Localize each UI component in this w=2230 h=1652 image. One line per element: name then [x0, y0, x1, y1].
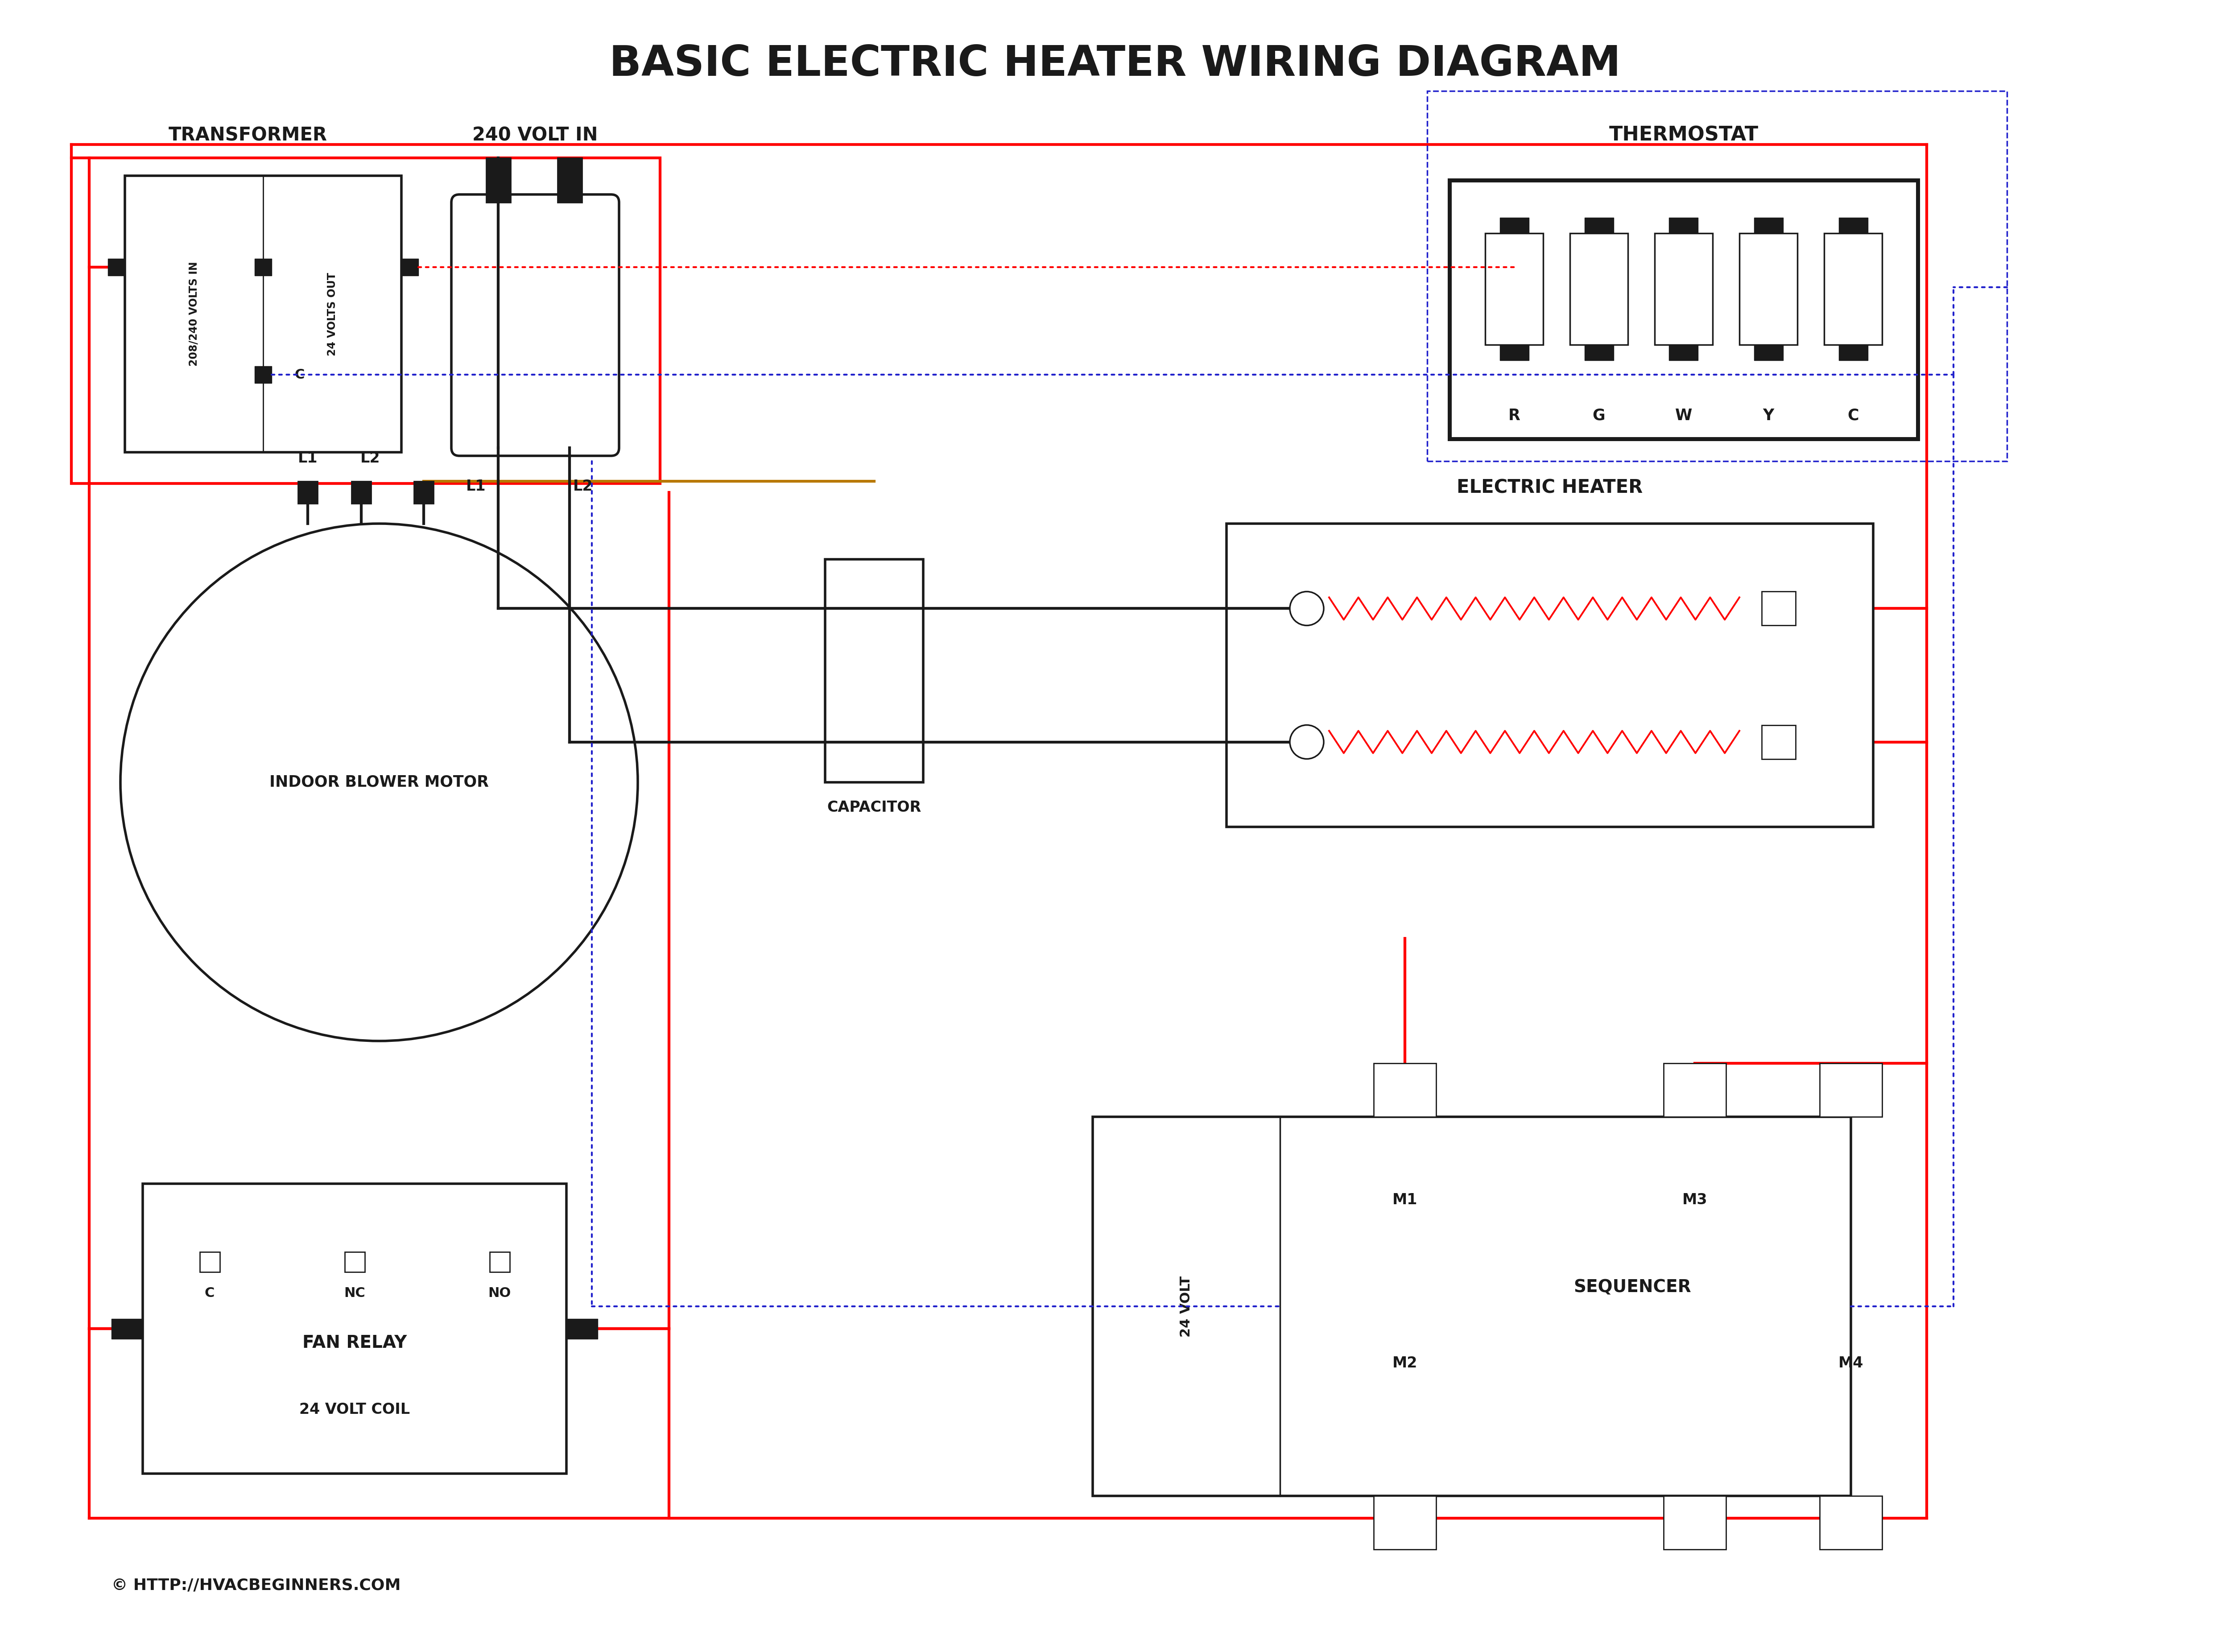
Text: FAN RELAY: FAN RELAY	[303, 1335, 406, 1351]
Text: SEQUENCER: SEQUENCER	[1574, 1279, 1690, 1295]
Bar	[1499, 218, 1530, 233]
Bar	[201, 1252, 221, 1272]
Text: 24 VOLTS OUT: 24 VOLTS OUT	[328, 273, 337, 355]
Bar	[1762, 591, 1795, 626]
Bar	[1739, 233, 1797, 345]
Circle shape	[1289, 591, 1325, 626]
Text: 208/240 VOLTS IN: 208/240 VOLTS IN	[190, 261, 198, 367]
Bar	[1583, 345, 1615, 360]
Bar	[254, 367, 272, 383]
Text: C: C	[294, 368, 303, 382]
Bar	[71, 159, 660, 484]
Bar	[486, 159, 511, 203]
Text: 24 VOLT COIL: 24 VOLT COIL	[299, 1403, 410, 1417]
Text: ELECTRIC HEATER: ELECTRIC HEATER	[1456, 477, 1644, 497]
FancyBboxPatch shape	[450, 195, 620, 456]
Text: M1: M1	[1392, 1193, 1418, 1208]
Text: M3: M3	[1681, 1193, 1708, 1208]
Text: © HTTP://HVACBEGINNERS.COM: © HTTP://HVACBEGINNERS.COM	[112, 1578, 401, 1593]
Bar	[1499, 345, 1530, 360]
Bar	[1583, 218, 1615, 233]
Bar	[566, 1318, 598, 1338]
Bar	[1427, 91, 2007, 461]
Bar	[125, 175, 401, 453]
Bar	[558, 159, 582, 203]
Text: M4: M4	[1838, 1356, 1864, 1371]
Text: C: C	[205, 1287, 214, 1300]
Bar	[415, 481, 433, 504]
Bar	[1226, 524, 1873, 828]
Bar	[401, 258, 419, 276]
Bar	[1664, 1064, 1726, 1117]
Bar	[343, 1252, 366, 1272]
Text: NO: NO	[488, 1287, 511, 1300]
Bar	[299, 481, 317, 504]
Text: Y: Y	[1762, 408, 1775, 423]
Bar	[491, 1252, 508, 1272]
Bar	[1824, 233, 1882, 345]
Text: BASIC ELECTRIC HEATER WIRING DIAGRAM: BASIC ELECTRIC HEATER WIRING DIAGRAM	[609, 43, 1621, 84]
Text: L2: L2	[573, 479, 593, 494]
Bar	[143, 1184, 566, 1474]
Bar	[1762, 725, 1795, 758]
Text: M2: M2	[1392, 1356, 1418, 1371]
Bar	[1820, 1064, 1882, 1117]
Text: TRANSFORMER: TRANSFORMER	[169, 126, 328, 144]
Bar	[1668, 218, 1699, 233]
Bar	[1374, 1497, 1436, 1550]
Text: L1: L1	[299, 451, 317, 466]
Text: L2: L2	[361, 451, 379, 466]
Bar	[1485, 233, 1543, 345]
Text: G: G	[1592, 408, 1606, 423]
Text: W: W	[1675, 408, 1693, 423]
Text: R: R	[1507, 408, 1521, 423]
Bar	[1755, 345, 1784, 360]
Text: CAPACITOR: CAPACITOR	[827, 800, 921, 814]
Circle shape	[120, 524, 638, 1041]
Bar	[254, 258, 272, 276]
Bar	[1655, 233, 1713, 345]
Text: NC: NC	[343, 1287, 366, 1300]
Bar	[1093, 1117, 1851, 1497]
Text: INDOOR BLOWER MOTOR: INDOOR BLOWER MOTOR	[270, 775, 488, 790]
Bar	[107, 258, 125, 276]
Text: THERMOSTAT: THERMOSTAT	[1608, 126, 1759, 144]
Bar	[1668, 345, 1699, 360]
Bar	[352, 481, 370, 504]
Text: 24 VOLT: 24 VOLT	[1180, 1275, 1193, 1336]
Bar	[1570, 233, 1628, 345]
Bar	[1664, 1497, 1726, 1550]
Bar	[1374, 1064, 1436, 1117]
Text: C: C	[1846, 408, 1860, 423]
Bar	[1820, 1497, 1882, 1550]
Text: L1: L1	[466, 479, 486, 494]
Text: 240 VOLT IN: 240 VOLT IN	[473, 126, 598, 144]
Bar	[1838, 345, 1869, 360]
Bar	[112, 1318, 143, 1338]
Bar	[1450, 180, 1918, 439]
Bar	[825, 560, 923, 783]
Bar	[1755, 218, 1784, 233]
Circle shape	[1289, 725, 1325, 758]
Bar	[1838, 218, 1869, 233]
